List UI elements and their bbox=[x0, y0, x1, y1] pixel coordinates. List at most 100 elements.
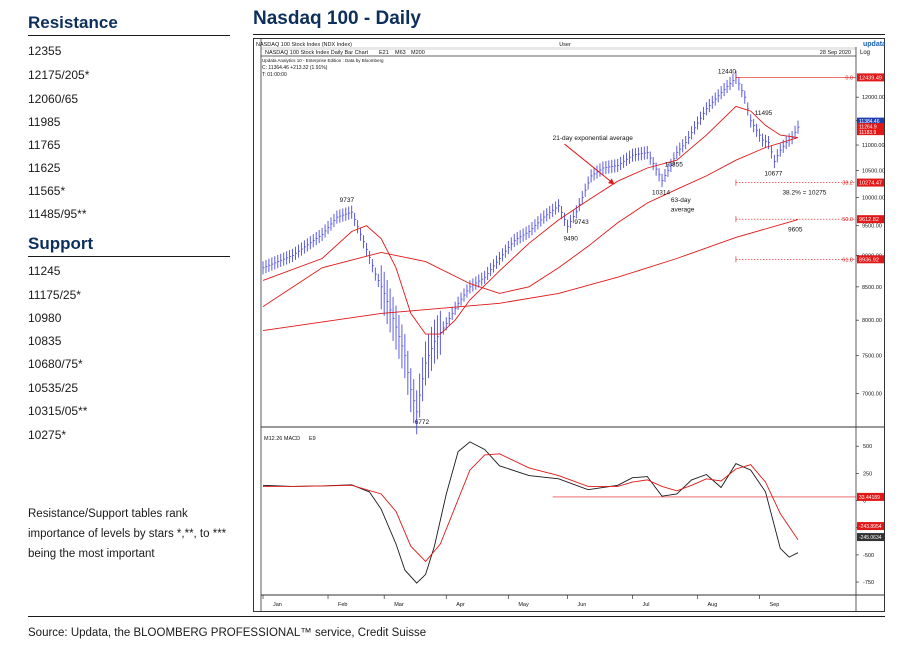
support-heading: Support bbox=[28, 234, 94, 253]
fib-value-tag-label: 10274.47 bbox=[859, 181, 882, 187]
fib-value-tag-label: 8936.92 bbox=[859, 257, 879, 263]
fib-level-label: 50.0 bbox=[842, 217, 853, 223]
support-level: 10680/75* bbox=[28, 357, 83, 371]
nasdaq-chart: NASDAQ 100 Stock Index (NDX Index) User up… bbox=[253, 38, 885, 612]
support-heading-rule bbox=[28, 256, 230, 257]
ema21-line bbox=[262, 105, 799, 335]
chart-code: E21 bbox=[379, 50, 389, 56]
chart-scale: Log bbox=[860, 50, 870, 56]
chart-series-title: NASDAQ 100 Stock Index Daily Bar Chart bbox=[265, 50, 368, 56]
resistance-level: 11765 bbox=[28, 138, 61, 152]
fib-level-label: 61.8 bbox=[842, 257, 853, 263]
price-y-tick-label: 11000.00 bbox=[862, 143, 885, 149]
month-label: Aug bbox=[708, 602, 718, 608]
star-ranking-note: Resistance/Support tables rank importanc… bbox=[28, 508, 227, 560]
resistance-level: 12060/65 bbox=[28, 92, 79, 106]
last-price-tag bbox=[857, 117, 884, 125]
support-level: 11175/25* bbox=[28, 288, 81, 302]
resistance-level: 11985 bbox=[28, 115, 61, 129]
fib-level-label: 38.2 bbox=[842, 181, 853, 187]
title-rule bbox=[253, 34, 885, 35]
macd-signal-label: E9 bbox=[309, 436, 316, 442]
resistance-heading-rule bbox=[28, 35, 230, 36]
price-y-tick-label: 10000.00 bbox=[862, 195, 885, 201]
support-level: 10535/25 bbox=[28, 381, 79, 395]
chart-index-name: NASDAQ 100 Stock Index (NDX Index) bbox=[256, 42, 352, 48]
chart-meta: C: 11364.46 +213.32 (1.91%) bbox=[262, 65, 328, 71]
macd-y-tick-label: 0 bbox=[863, 499, 866, 505]
price-y-tick-label: 10500.00 bbox=[862, 169, 885, 175]
ma63-line bbox=[262, 137, 799, 307]
support-level: 10315/05** bbox=[28, 404, 88, 418]
price-annotation: 38.2% = 10275 bbox=[782, 190, 826, 197]
price-y-tick-label: 12000.00 bbox=[862, 95, 885, 101]
last-price-tag bbox=[857, 123, 884, 130]
fib-value-tag-label: 9612.82 bbox=[859, 217, 879, 223]
chart-meta: Updata Analytics 10 - Enterprise Edition… bbox=[262, 58, 384, 63]
ma200-line bbox=[262, 219, 799, 332]
footer-rule bbox=[28, 616, 885, 617]
price-y-tick-label: 7000.00 bbox=[862, 392, 882, 398]
chart-annotation: 63-day bbox=[671, 197, 692, 204]
chart-code: M200 bbox=[411, 50, 425, 56]
fib-value-tag bbox=[857, 73, 884, 82]
chart-date: 28 Sep 2020 bbox=[820, 50, 851, 56]
month-label: Mar bbox=[394, 602, 404, 608]
updata-logo: updata bbox=[863, 41, 885, 48]
price-annotation: 10314 bbox=[652, 189, 670, 196]
price-annotation: 9605 bbox=[788, 227, 803, 234]
fib-value-tag-label: 12439.49 bbox=[859, 75, 882, 81]
month-label: Jul bbox=[642, 602, 649, 608]
month-label: Apr bbox=[456, 602, 465, 608]
support-level: 10980 bbox=[28, 311, 62, 325]
price-y-tick-label: 8500.00 bbox=[862, 285, 882, 291]
last-price-tag-label: 11183.9 bbox=[859, 130, 877, 136]
macd-y-tick-label: 250 bbox=[863, 471, 872, 477]
macd-y-tick-label: -500 bbox=[863, 553, 874, 559]
chart-frame bbox=[253, 38, 885, 612]
macd-title: M12.26 MACD bbox=[264, 436, 300, 442]
macd-level-tag-label: 33.44189 bbox=[859, 495, 880, 501]
month-label: Jan bbox=[273, 602, 282, 608]
price-annotation: 12440 bbox=[718, 68, 736, 75]
macd-y-tick-label: -750 bbox=[863, 580, 874, 586]
macd-value-tag bbox=[857, 522, 884, 531]
price-y-tick-label: 8000.00 bbox=[862, 318, 882, 324]
price-annotation: 11495 bbox=[755, 110, 773, 117]
ema-pointer-arrow bbox=[564, 143, 615, 185]
macd-signal-line bbox=[263, 453, 799, 563]
resistance-level: 11565* bbox=[28, 184, 66, 198]
month-label: Feb bbox=[338, 602, 347, 608]
chart-user: User bbox=[559, 42, 571, 48]
support-level: 10275* bbox=[28, 428, 67, 442]
resistance-level: 11485/95** bbox=[28, 207, 87, 221]
price-y-tick-label: 9500.00 bbox=[862, 224, 882, 230]
price-y-tick-label: 7500.00 bbox=[862, 354, 882, 360]
month-label: Sep bbox=[770, 602, 780, 608]
month-label: May bbox=[518, 602, 529, 608]
fib-value-tag bbox=[857, 178, 884, 187]
price-annotation: 10855 bbox=[665, 161, 683, 168]
macd-line bbox=[262, 441, 799, 584]
chart-annotation: 21-day exponential average bbox=[553, 135, 634, 142]
last-price-tag-label: 11264.9 bbox=[859, 125, 877, 131]
fib-value-tag bbox=[857, 215, 884, 224]
chart-meta: T: 01:00:00 bbox=[262, 72, 287, 78]
page-title: Nasdaq 100 - Daily bbox=[253, 8, 421, 29]
price-annotation: 10677 bbox=[764, 170, 782, 177]
fib-level-label: 0.0 bbox=[845, 75, 853, 81]
chart-annotation: average bbox=[671, 206, 695, 213]
macd-value-tag-label: -245.0634 bbox=[859, 535, 882, 541]
price-annotation: 9737 bbox=[340, 197, 355, 204]
resistance-level: 11625 bbox=[28, 161, 61, 175]
chart-title-strip bbox=[261, 47, 856, 50]
last-price-tag bbox=[857, 128, 884, 136]
price-annotation: 9743 bbox=[574, 219, 589, 226]
resistance-level: 12175/205* bbox=[28, 68, 90, 82]
price-annotation: 9490 bbox=[563, 235, 578, 242]
support-level: 10835 bbox=[28, 334, 62, 348]
last-price-tag-label: 11384.46 bbox=[859, 119, 880, 125]
chart-code: M63 bbox=[395, 50, 406, 56]
price-annotation: 6772 bbox=[415, 419, 430, 426]
macd-value-tag-label: -243.8954 bbox=[859, 524, 882, 530]
